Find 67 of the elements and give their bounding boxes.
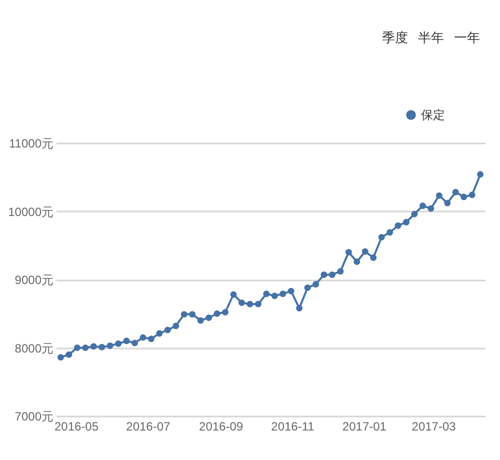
point <box>403 218 410 226</box>
point <box>280 290 286 298</box>
point <box>296 304 303 312</box>
point <box>156 330 163 337</box>
point <box>263 290 270 298</box>
point <box>206 314 212 321</box>
point <box>197 317 204 324</box>
point <box>90 343 97 350</box>
x-tick-label: 2016-07 <box>126 420 171 434</box>
point <box>328 271 336 278</box>
point <box>337 268 344 275</box>
point <box>320 271 328 278</box>
y-tick-label: 11000元 <box>9 136 54 150</box>
point <box>106 342 114 349</box>
text: 季度 <box>382 30 408 45</box>
point <box>411 210 418 218</box>
point <box>123 338 130 344</box>
point <box>304 284 311 291</box>
y-tick-label: 10000元 <box>8 204 54 219</box>
point <box>345 248 352 256</box>
point <box>164 326 171 334</box>
point <box>57 354 64 361</box>
point <box>246 300 254 308</box>
point <box>444 200 451 206</box>
point <box>468 192 476 198</box>
point <box>74 344 80 351</box>
point <box>436 192 442 199</box>
point <box>362 248 368 255</box>
x-tick-label: 2016-05 <box>54 420 99 434</box>
point <box>222 309 228 316</box>
point <box>370 254 377 261</box>
point <box>172 322 180 330</box>
y-tick-label: 8000元 <box>14 341 54 356</box>
y-tick-label: 9000元 <box>14 273 54 287</box>
x-tick-label: 2017-01 <box>342 420 387 434</box>
point <box>312 281 319 288</box>
point <box>460 194 468 200</box>
point <box>271 292 278 300</box>
point <box>254 300 262 308</box>
point <box>98 344 106 350</box>
point <box>189 311 196 318</box>
point <box>140 334 146 341</box>
point <box>238 299 245 306</box>
point <box>477 171 484 178</box>
x-tick-label: 2017-03 <box>412 420 456 434</box>
text: 半年 <box>418 30 444 45</box>
point <box>452 188 459 196</box>
point <box>419 202 426 210</box>
point <box>394 222 402 229</box>
point <box>214 310 220 317</box>
point <box>288 288 294 294</box>
text: 一年 <box>454 30 480 45</box>
point <box>115 340 122 347</box>
point <box>230 291 237 298</box>
point <box>354 258 360 265</box>
point <box>66 351 72 358</box>
point <box>82 344 89 351</box>
x-tick-label: 2016-09 <box>199 420 244 434</box>
x-tick-label: 2016-11 <box>271 420 315 434</box>
point <box>132 340 138 346</box>
point <box>180 311 188 318</box>
point <box>378 234 385 240</box>
point <box>386 229 394 236</box>
y-tick-label: 7000元 <box>14 410 54 424</box>
point <box>428 205 434 212</box>
point <box>148 336 154 342</box>
legend-label: 保定 <box>421 108 445 122</box>
